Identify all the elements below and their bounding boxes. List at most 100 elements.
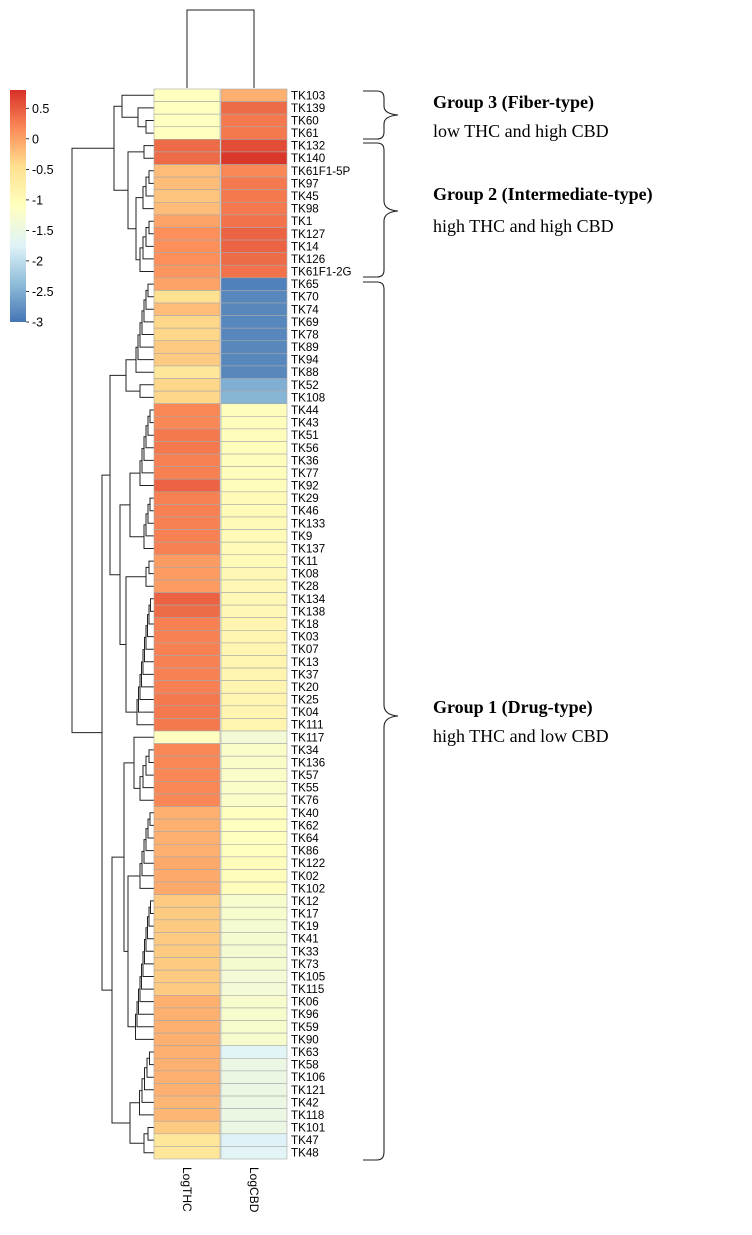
heatmap-cell-logthc [153, 604, 221, 619]
heatmap-cell-logcbd [220, 957, 288, 971]
heatmap-cell-logcbd [220, 151, 288, 165]
dendrogram-branch [142, 186, 154, 210]
row-label: TK108 [291, 391, 325, 404]
heatmap-cell-logthc [153, 743, 221, 757]
heatmap-cell-logcbd [220, 655, 288, 669]
heatmap-cell-logcbd [220, 1108, 288, 1122]
dendrogram-branch [129, 472, 144, 538]
heatmap-cell-logthc [153, 214, 221, 228]
dendrogram-branch [109, 374, 126, 576]
dendrogram-branch [148, 906, 154, 927]
legend-tick-label: -2 [32, 254, 43, 268]
heatmap-cell-logthc [153, 365, 221, 379]
dendrogram-branch [147, 283, 154, 298]
heatmap-cell-logthc [153, 252, 221, 266]
heatmap-cell-logthc [153, 1032, 221, 1047]
heatmap-cell-logthc [153, 491, 221, 505]
heatmap-cell-logthc [153, 667, 221, 681]
heatmap-cell-logcbd [220, 831, 288, 845]
heatmap-cell-logthc [153, 579, 221, 593]
group-1-title: Group 1 (Drug-type) [433, 697, 593, 718]
row-label: TK1 [291, 215, 312, 228]
group-1-description: high THC and low CBD [433, 726, 609, 746]
dendrogram-branch [139, 776, 154, 801]
row-label: TK48 [291, 1147, 319, 1160]
heatmap-cell-logthc [153, 1146, 221, 1160]
heatmap-cell-logcbd [220, 642, 288, 656]
heatmap-cell-logcbd [220, 906, 288, 921]
group-annotations: Group 3 (Fiber-type) low THC and high CB… [433, 92, 653, 746]
row-label: TK78 [291, 328, 319, 341]
row-label: TK106 [291, 1071, 325, 1084]
heatmap-cell-logthc [153, 718, 221, 732]
heatmap-cell-logcbd [220, 944, 288, 958]
heatmap-cell-logcbd [220, 315, 288, 329]
row-label: TK102 [291, 882, 325, 895]
group-2-brace [363, 142, 399, 278]
heatmap-cell-logcbd [220, 969, 288, 984]
heatmap-cell-logcbd [220, 353, 288, 367]
heatmap-cell-logcbd [220, 516, 288, 530]
row-label: TK34 [291, 744, 319, 757]
heatmap-cell-logcbd [220, 755, 288, 770]
heatmap-cell-logthc [153, 516, 221, 530]
heatmap-cell-logcbd [220, 126, 288, 140]
heatmap-cell-logthc [153, 982, 221, 996]
row-label: TK04 [291, 706, 319, 719]
row-label: TK122 [291, 857, 325, 870]
row-label: TK137 [291, 542, 325, 555]
legend-tick-label: -3 [32, 316, 43, 330]
row-label: TK76 [291, 794, 319, 807]
group-2-title: Group 2 (Intermediate-type) [433, 184, 653, 205]
heatmap-cell-logthc [153, 378, 221, 392]
heatmap-cell-logcbd [220, 504, 288, 518]
row-label: TK55 [291, 782, 319, 795]
heatmap-cell-logthc [153, 390, 221, 405]
heatmap-cell-logcbd [220, 290, 288, 304]
heatmap-cell-logthc [153, 831, 221, 845]
row-label: TK56 [291, 442, 319, 455]
row-label: TK36 [291, 454, 319, 467]
heatmap-cell-logcbd [220, 176, 288, 191]
row-label: TK86 [291, 845, 319, 858]
heatmap-cell-logthc [153, 1020, 221, 1034]
dendrogram-branch [113, 105, 128, 191]
heatmap-cell-logcbd [220, 667, 288, 681]
row-label: TK115 [291, 983, 324, 996]
dendrogram-branch [147, 614, 154, 638]
heatmap-cell-logthc [153, 113, 221, 128]
row-label: TK11 [291, 555, 318, 568]
heatmap-cell-logthc [153, 906, 221, 921]
row-label: TK89 [291, 341, 319, 354]
heatmap-cell-logcbd [220, 1120, 288, 1135]
heatmap-cell-logcbd [220, 1133, 288, 1147]
dendrogram-branch [149, 409, 154, 424]
legend-colorbar [10, 90, 26, 322]
heatmap-cell-logcbd [220, 201, 288, 216]
row-label: TK103 [291, 89, 325, 102]
dendrogram-branch [147, 1127, 154, 1141]
dendrogram-branch [142, 765, 154, 789]
heatmap-cell-logthc [153, 541, 221, 556]
heatmap-cell-logthc [153, 944, 221, 958]
legend-tick-label: 0.5 [32, 102, 49, 116]
row-label: TK58 [291, 1059, 319, 1072]
row-label: TK61F1-5P [291, 165, 351, 178]
dendrogram-branch [119, 504, 130, 645]
row-label: TK13 [291, 656, 319, 669]
row-label: TK101 [291, 1122, 325, 1135]
row-label: TK97 [291, 177, 319, 190]
dendrogram-branch [145, 120, 154, 134]
heatmap-cell-logcbd [220, 302, 288, 316]
heatmap-cell-logcbd [220, 1095, 288, 1109]
row-label: TK132 [291, 140, 325, 153]
heatmap-cell-logthc [153, 781, 221, 795]
heatmap-cell-logcbd [220, 1057, 288, 1072]
group-1-brace [363, 281, 399, 1161]
heatmap-cell-logthc [153, 88, 221, 102]
row-label: TK07 [291, 643, 319, 656]
dendrogram-branch [139, 247, 154, 272]
dendrogram-branch [147, 503, 154, 524]
heatmap-cell-logthc [153, 692, 221, 707]
row-label: TK08 [291, 568, 319, 581]
